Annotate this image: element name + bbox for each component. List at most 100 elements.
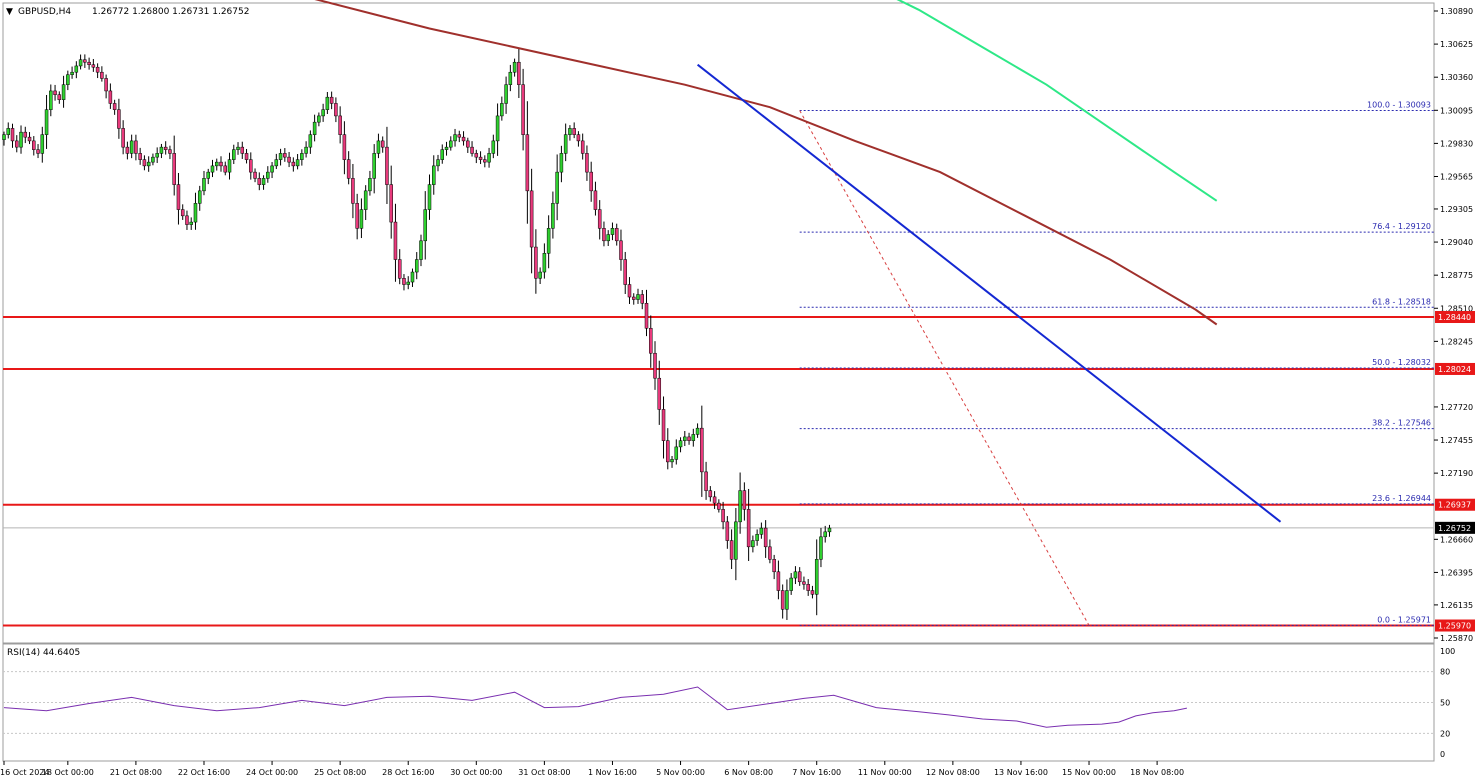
date-tick-label: 5 Nov 00:00 [656,768,705,777]
candle-body [653,352,657,379]
candle-body [236,146,240,150]
date-tick-label: 28 Oct 16:00 [382,768,434,777]
candle-body [780,590,785,610]
price-tick-label: 1.27455 [1440,436,1473,445]
candle-body [83,59,87,63]
candle-body [129,140,134,154]
price-tick-label: 1.26660 [1440,535,1473,544]
candle-body [291,161,296,167]
candle-body [674,446,679,460]
candle-body [478,156,483,160]
candle-body [155,153,159,158]
current-price-tag-label: 1.26752 [1438,524,1471,533]
candle-body [189,221,193,225]
price-tick-label: 1.30890 [1440,7,1473,16]
candle-body [529,190,534,248]
candle-body [738,490,742,523]
candle-body [117,109,121,129]
candle-body [563,134,568,154]
rsi-tick-label: 100 [1440,647,1455,656]
candle-body [640,294,644,304]
level-price-tag-label: 1.25970 [1438,622,1471,631]
candle-body [334,103,338,117]
price-tick-label: 1.28775 [1440,271,1473,280]
candle-body [168,149,172,154]
candle-body [440,149,445,160]
candle-body [274,159,279,167]
candle-body [793,571,798,579]
candle-body [125,146,130,154]
candle-body [36,149,40,154]
moving-average-red [314,0,1218,326]
candle-body [108,90,113,104]
candle-body [87,61,91,65]
candle-body [232,149,236,160]
fib-level-label: 38.2 - 1.27546 [1372,419,1431,428]
candle-body [355,203,359,229]
date-tick-label: 21 Oct 08:00 [110,768,162,777]
candle-body [283,153,287,158]
menu-arrow-icon[interactable]: ▼ [6,7,13,17]
candle-body [466,140,470,148]
candle-body [772,559,776,573]
candle-body [15,140,19,148]
candle-body [631,296,636,300]
candle-body [261,178,266,185]
candle-body [542,253,547,273]
candle-body [138,153,142,160]
candle-body [823,531,827,538]
candle-body [78,59,83,67]
candle-body [453,134,457,142]
candle-body [295,159,300,167]
price-tick-label: 1.30625 [1440,40,1473,49]
date-tick-label: 1 Nov 16:00 [588,768,637,777]
candle-body [185,215,189,225]
bearish-trendline [696,63,1282,523]
candle-body [312,121,317,135]
date-tick-label: 7 Nov 16:00 [792,768,841,777]
price-tick-label: 1.27190 [1440,469,1473,478]
rsi-indicator: 100 80 50 20 0 [3,647,1455,759]
date-tick-label: 18 Nov 08:00 [1130,768,1184,777]
candle-body [338,115,342,135]
candle-body [619,240,623,260]
candle-body [538,271,542,279]
price-tick-label: 1.30095 [1440,106,1473,115]
candle-body [112,103,117,110]
moving-average-green [896,0,1218,202]
candle-body [500,103,504,117]
level-price-tag-label: 1.28440 [1438,313,1471,322]
candle-body [712,496,717,504]
fib-level-label: 23.6 - 1.26944 [1372,494,1431,503]
candle-body [427,184,432,210]
candle-body [717,502,721,510]
date-tick-label: 16 Oct 2024 [0,768,49,777]
candle-body [683,436,687,441]
candle-body [6,128,11,135]
candle-body [827,527,832,533]
candle-body [602,228,606,242]
candle-body [700,427,704,473]
candle-body [525,134,530,192]
fib-level-label: 76.4 - 1.29120 [1372,222,1431,231]
candle-body [257,178,262,185]
candle-body [580,140,585,154]
candle-body [644,303,649,329]
candle-body [636,294,640,300]
candle-body [695,427,700,435]
candle-body [708,490,713,498]
candle-body [180,209,185,217]
level-price-tag [1435,311,1475,324]
candle-body [57,94,62,100]
candle-body [593,190,598,210]
date-tick-label: 11 Nov 00:00 [858,768,912,777]
candle-body [614,228,619,242]
price-axis: 1.30890 1.30625 1.30360 1.30095 1.29830 1.295… [1434,7,1475,643]
candle-body [142,159,147,167]
candle-body [176,184,181,210]
price-tick-label: 1.29830 [1440,139,1473,148]
indicator-lines [314,0,1282,523]
candlesticks [2,48,832,620]
candle-body [444,146,449,150]
